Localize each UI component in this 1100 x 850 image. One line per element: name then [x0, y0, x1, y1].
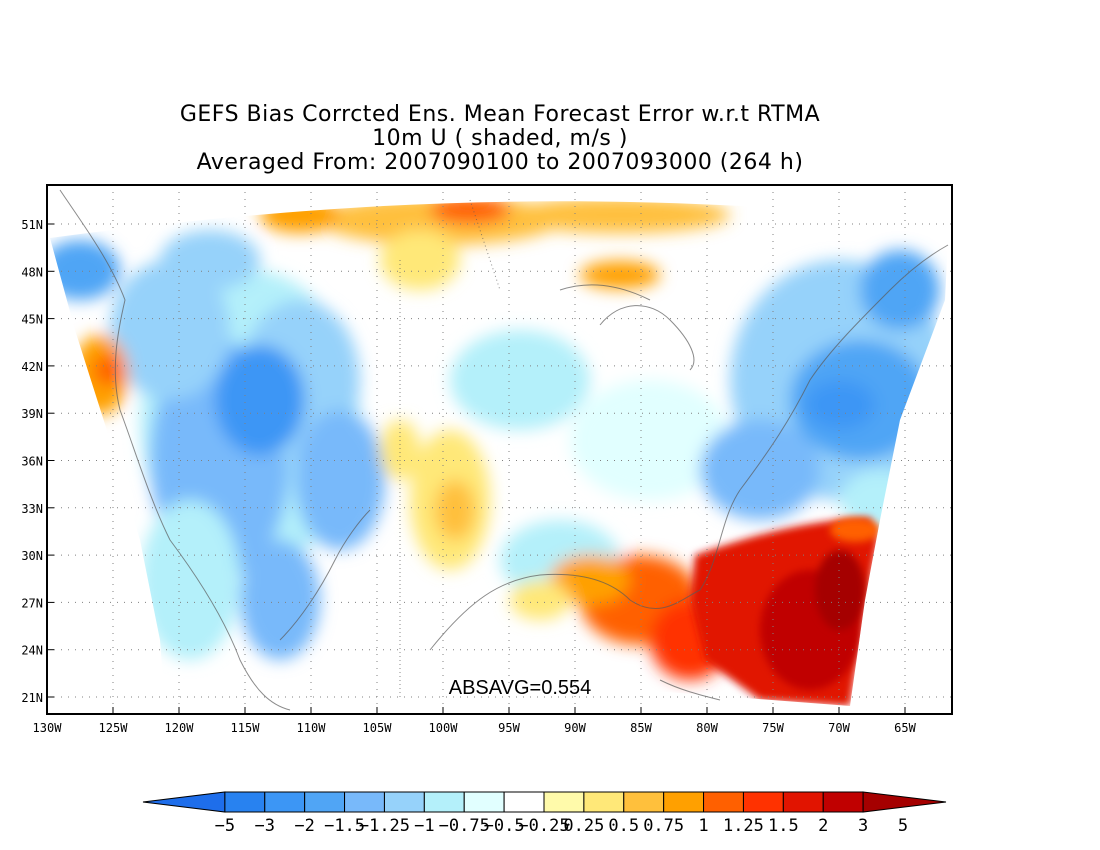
colorbar-swatch	[543, 791, 585, 813]
lon-tick-label: 75W	[762, 721, 784, 735]
colorbar-arrow-low	[142, 791, 226, 813]
colorbar-label: −3	[255, 816, 275, 836]
colorbar-label: 1.5	[768, 816, 799, 836]
lon-tick-label: 80W	[696, 721, 718, 735]
chart-title: GEFS Bias Corrcted Ens. Mean Forecast Er…	[179, 102, 821, 127]
longitude-labels: 130W 125W 120W 115W 110W 105W 100W 95W 90W 85W 80W…	[33, 707, 917, 735]
lat-tick-label: 21N	[21, 691, 43, 705]
colorbar-swatch	[703, 791, 744, 813]
lon-tick-label: 120W	[165, 721, 195, 735]
colorbar-label: −1	[414, 816, 434, 836]
lat-tick-label: 42N	[21, 360, 43, 374]
colorbar-swatch	[344, 791, 385, 813]
colorbar-label: 0.25	[563, 816, 604, 836]
lat-tick-label: 48N	[21, 265, 43, 279]
colorbar-swatch	[224, 791, 266, 813]
lon-tick-label: 85W	[630, 721, 652, 735]
colorbar-swatch	[423, 791, 465, 813]
colorbar-label: −2	[294, 816, 314, 836]
colorbar-label: −0.25	[518, 816, 569, 836]
lat-tick-label: 24N	[21, 644, 43, 658]
lat-tick-label: 45N	[21, 313, 43, 327]
lon-tick-label: 125W	[99, 721, 129, 735]
colorbar-label: −1.25	[359, 816, 410, 836]
lon-tick-label: 95W	[498, 721, 520, 735]
colorbar: −5 −3 −2 −1.5−1.25 −1 −0.75−0.5−0.250.25 0.5 0.…	[142, 791, 947, 836]
colorbar-swatch	[503, 791, 545, 813]
lon-tick-label: 130W	[33, 721, 63, 735]
chart-variable-subtitle: 10m U ( shaded, m/s )	[372, 126, 628, 151]
lon-tick-label: 105W	[363, 721, 393, 735]
coastlines	[59, 189, 949, 711]
lon-tick-label: 115W	[231, 721, 261, 735]
lat-tick-label: 51N	[21, 218, 43, 232]
colorbar-label: −1.5	[324, 816, 365, 836]
lat-tick-label: 36N	[21, 455, 43, 469]
colorbar-label: 1.25	[723, 816, 764, 836]
colorbar-label: −0.75	[439, 816, 490, 836]
colorbar-arrow-high	[862, 791, 947, 813]
lon-tick-label: 70W	[828, 721, 850, 735]
colorbar-label: 0.75	[643, 816, 684, 836]
colorbar-swatch	[383, 791, 425, 813]
lat-tick-label: 27N	[21, 596, 43, 610]
colorbar-swatch	[304, 791, 346, 813]
colorbar-swatch	[463, 791, 505, 813]
colorbar-swatch	[742, 791, 784, 813]
colorbar-label: 3	[858, 816, 868, 836]
colorbar-swatch	[663, 791, 705, 813]
colorbar-label: 1	[698, 816, 708, 836]
colorbar-swatch	[623, 791, 665, 813]
colorbar-label: −5	[215, 816, 235, 836]
colorbar-swatch	[264, 791, 306, 813]
absavg-label: ABSAVG=0.554	[449, 677, 592, 699]
lat-tick-label: 33N	[21, 502, 43, 516]
latitude-labels: 51N 48N 45N 42N 39N 36N 33N 30N 27N 24N 21N	[21, 218, 54, 705]
lat-tick-label: 30N	[21, 549, 43, 563]
colorbar-swatch	[822, 791, 864, 813]
lon-tick-label: 100W	[429, 721, 459, 735]
plot-frame	[46, 184, 953, 715]
colorbar-label: 5	[898, 816, 908, 836]
lon-tick-label: 90W	[564, 721, 586, 735]
colorbar-label: −0.5	[484, 816, 525, 836]
shaded-field	[50, 201, 948, 707]
colorbar-label: 0.5	[608, 816, 639, 836]
colorbar-label: 2	[818, 816, 828, 836]
lat-tick-label: 39N	[21, 407, 43, 421]
chart-period-subtitle: Averaged From: 2007090100 to 2007093000 …	[196, 150, 804, 175]
colorbar-swatch	[782, 791, 824, 813]
lon-tick-label: 110W	[297, 721, 327, 735]
lon-tick-label: 65W	[894, 721, 916, 735]
colorbar-swatch	[583, 791, 625, 813]
